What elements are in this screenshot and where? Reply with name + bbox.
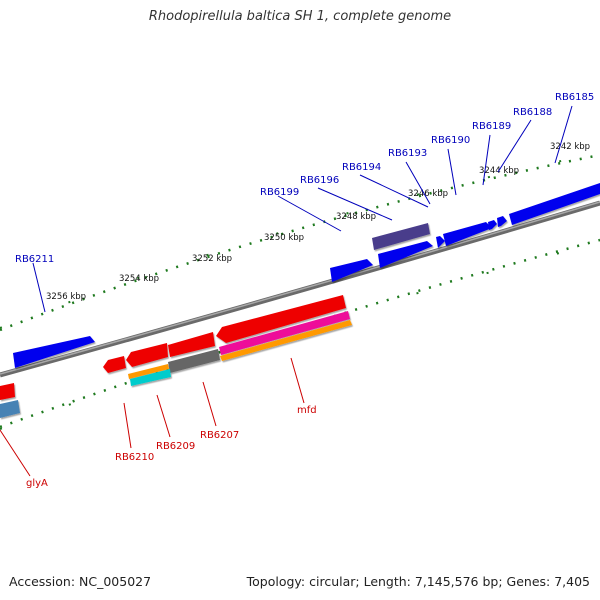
feature-arrow-steelblue[interactable]: [0, 400, 20, 418]
gene-arrow-glyA[interactable]: [0, 383, 15, 400]
leader-RB6211: [32, 262, 46, 313]
gene-arrow-mfd[interactable]: [216, 295, 346, 343]
reverse-ruler: [0, 238, 600, 430]
gene-label-RB6211[interactable]: RB6211: [15, 254, 54, 265]
reverse-genes: [0, 295, 352, 418]
tick-label-3252: 3252 kbp: [192, 254, 232, 264]
feature-arrow-orange-long[interactable]: [220, 320, 352, 361]
gene-label-RB6210[interactable]: RB6210: [115, 452, 154, 463]
leader-glyA: [0, 429, 31, 477]
gene-arrow-RB6193[interactable]: [372, 223, 430, 250]
tick-label-3242: 3242 kbp: [550, 142, 590, 152]
gene-label-RB6207[interactable]: RB6207: [200, 430, 239, 441]
leader-RB6189: [482, 134, 491, 186]
feature-arrow-magenta[interactable]: [219, 311, 350, 355]
reverse-ruler-dots: [0, 238, 600, 429]
tick-label-3246: 3246 kbp: [408, 189, 448, 199]
gene-arrow-RB6199[interactable]: [330, 259, 373, 282]
gene-arrow-RB6190[interactable]: [443, 222, 492, 246]
gene-label-glyA[interactable]: glyA: [26, 478, 48, 489]
leader-RB6207: [202, 381, 217, 427]
gene-arrow-RB6207[interactable]: [168, 332, 215, 357]
genome-summary-text: Topology: circular; Length: 7,145,576 bp…: [246, 574, 590, 589]
gene-arrow-RB6210[interactable]: [103, 356, 126, 373]
leader-RB6185: [554, 105, 573, 164]
genome-backbone: [0, 200, 600, 378]
accession-text: Accession: NC_005027: [9, 574, 152, 589]
gene-arrow-small[interactable]: [436, 236, 445, 248]
gene-label-RB6193[interactable]: RB6193: [388, 148, 427, 159]
tick-label-3256: 3256 kbp: [46, 292, 86, 302]
leader-RB6188: [497, 119, 532, 173]
forward-ruler-labels: 3242 kbp 3244 kbp 3246 kbp 3248 kbp 3250…: [46, 142, 590, 302]
gene-label-RB6188[interactable]: RB6188: [513, 107, 552, 118]
leader-RB6196: [317, 187, 393, 221]
leader-RB6199: [277, 195, 342, 232]
leader-RB6210: [123, 402, 132, 449]
leader-RB6190: [447, 148, 457, 196]
gene-label-RB6209[interactable]: RB6209: [156, 441, 195, 452]
tick-label-3248: 3248 kbp: [336, 212, 376, 222]
forward-gene-labels: RB6185 RB6188 RB6189 RB6190 RB6193 RB619…: [15, 92, 594, 265]
gene-label-RB6190[interactable]: RB6190: [431, 135, 470, 146]
leader-RB6209: [156, 394, 171, 438]
gene-arrow-RB6194[interactable]: [378, 241, 433, 268]
feature-arrow-orange-short[interactable]: [128, 364, 169, 379]
gene-arrow-RB6185[interactable]: [509, 183, 600, 225]
gene-arrow-RB6209[interactable]: [126, 343, 168, 367]
gene-label-RB6185[interactable]: RB6185: [555, 92, 594, 103]
forward-ruler-dots: [0, 153, 600, 332]
gene-arrow-RB6211[interactable]: [13, 336, 95, 368]
leader-mfd: [290, 357, 305, 404]
forward-genes: [13, 183, 600, 368]
forward-ruler: [0, 152, 600, 332]
reverse-gene-labels: mfd RB6207 RB6209 RB6210 glyA: [26, 405, 317, 489]
leader-RB6194: [359, 174, 429, 208]
gene-label-RB6196[interactable]: RB6196: [300, 175, 339, 186]
feature-arrow-cyan[interactable]: [130, 369, 171, 386]
gene-label-RB6194[interactable]: RB6194: [342, 162, 381, 173]
gene-label-mfd[interactable]: mfd: [297, 405, 317, 416]
leader-RB6193: [405, 161, 431, 205]
gene-label-RB6199[interactable]: RB6199: [260, 187, 299, 198]
label-leaders-forward: [32, 105, 573, 313]
gene-arrow-RB6188[interactable]: [497, 216, 507, 227]
feature-arrow-gray[interactable]: [168, 349, 220, 373]
tick-label-3254: 3254 kbp: [119, 274, 159, 284]
gene-label-RB6189[interactable]: RB6189: [472, 121, 511, 132]
label-leaders-reverse: [0, 357, 305, 477]
tick-label-3250: 3250 kbp: [264, 233, 304, 243]
map-title: Rhodopirellula baltica SH 1, complete ge…: [148, 9, 452, 24]
